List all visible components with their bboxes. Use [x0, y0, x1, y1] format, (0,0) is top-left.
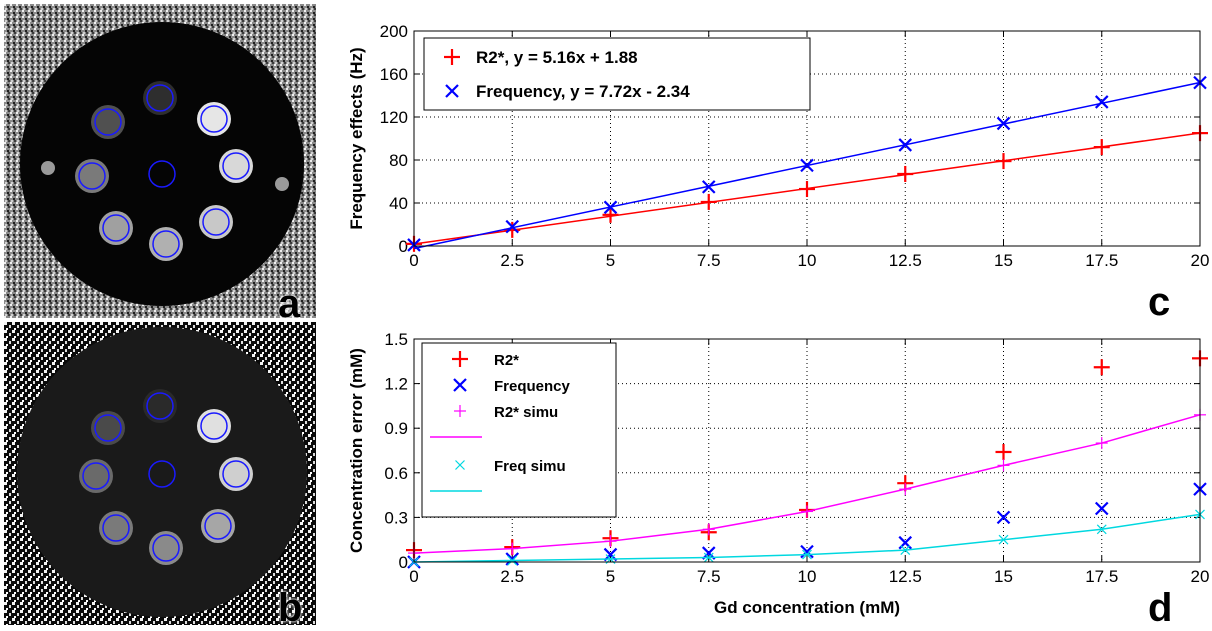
- phantom-b-graphic: [4, 322, 316, 625]
- data-point: [996, 116, 1011, 131]
- data-point: [800, 158, 814, 173]
- x-tick-label: 20: [1191, 251, 1210, 270]
- data-point: [1093, 139, 1110, 156]
- x-tick-label: 0: [409, 567, 418, 586]
- legend-marker: [452, 351, 468, 367]
- legend-label: Freq simu: [494, 458, 566, 475]
- data-point: [701, 180, 716, 194]
- x-tick-label: 0: [409, 251, 418, 270]
- data-point: [1094, 95, 1109, 109]
- legend-label: Frequency, y = 7.72x - 2.34: [476, 82, 690, 101]
- x-tick-label: 15: [994, 567, 1013, 586]
- data-point: [801, 505, 813, 518]
- data-point: [800, 544, 814, 559]
- data-point: [997, 459, 1010, 472]
- y-tick-label: 1.5: [384, 330, 408, 349]
- legend-marker: [454, 405, 466, 417]
- chart-c: 0 2.5 5 7.5 10 12.5 15 17.5 2004080120160200Freq…: [347, 22, 1209, 270]
- y-axis-label: Frequency effects (Hz): [347, 47, 366, 229]
- data-point: [504, 221, 521, 238]
- y-axis-label: Concentration error (mM): [347, 348, 366, 553]
- x-tick-label: 7.5: [697, 567, 721, 586]
- data-point: [602, 206, 619, 223]
- x-tick-label: 17.5: [1085, 567, 1118, 586]
- legend-marker: [444, 49, 460, 65]
- data-point: [897, 165, 914, 182]
- data-point: [998, 534, 1009, 545]
- data-point: [996, 510, 1011, 525]
- y-tick-label: 80: [389, 151, 408, 170]
- y-tick-label: 0: [399, 237, 408, 256]
- data-point: [700, 193, 717, 210]
- data-point: [995, 153, 1012, 170]
- legend-label: R2*: [494, 352, 519, 369]
- data-point: [995, 443, 1012, 460]
- legend-marker: [453, 378, 467, 392]
- x-tick-label: 7.5: [697, 251, 721, 270]
- x-tick-label: 2.5: [500, 251, 524, 270]
- data-point: [1093, 359, 1110, 376]
- data-point: [802, 549, 812, 560]
- data-point: [506, 542, 519, 555]
- phantom-image-a: [4, 4, 316, 318]
- y-tick-label: 0.3: [384, 508, 408, 527]
- x-tick-label: 17.5: [1085, 251, 1118, 270]
- data-point: [505, 219, 520, 234]
- x-tick-label: 12.5: [889, 567, 922, 586]
- x-tick-label: 12.5: [889, 251, 922, 270]
- y-tick-label: 0: [399, 553, 408, 572]
- data-point: [1095, 437, 1108, 450]
- axes-frame: [413, 30, 1201, 247]
- x-tick-label: 5: [606, 567, 615, 586]
- x-axis-label: Gd concentration (mM): [714, 598, 900, 617]
- series-freq-simu: [409, 509, 1205, 567]
- x-tick-label: 20: [1191, 567, 1210, 586]
- legend-box: [423, 37, 811, 111]
- data-point: [1094, 501, 1109, 516]
- x-tick-label: 5: [606, 251, 615, 270]
- legend-label: R2*, y = 5.16x + 1.88: [476, 48, 638, 67]
- data-point: [1096, 524, 1107, 535]
- chart-d: 0 2.5 5 7.5 10 12.5 15 17.5 20 0 0.3 0.6 0.9 1.2 1.5 Co…: [347, 330, 1209, 617]
- panel-letter-d: d: [1148, 586, 1173, 630]
- x-tick-label: 15: [994, 251, 1013, 270]
- data-point: [702, 523, 715, 536]
- data-point: [603, 200, 618, 215]
- panel-letter-a: a: [278, 282, 301, 326]
- legend-label: Frequency: [494, 378, 571, 395]
- panel-letter-b: b: [278, 586, 303, 630]
- data-point: [505, 552, 520, 566]
- y-tick-label: 40: [389, 194, 408, 213]
- legend-label: R2* simu: [494, 404, 558, 421]
- y-tick-label: 160: [380, 65, 408, 84]
- data-point: [703, 552, 714, 563]
- data-point: [900, 545, 911, 556]
- y-tick-label: 0.9: [384, 419, 408, 438]
- legend-marker: [455, 460, 465, 470]
- y-tick-label: 120: [380, 108, 408, 127]
- panel-letter-c: c: [1148, 280, 1171, 324]
- x-tick-label: 2.5: [500, 567, 524, 586]
- axes-frame: [413, 338, 1201, 563]
- phantom-image-b: [4, 322, 316, 625]
- legend-marker: [445, 84, 459, 98]
- data-point: [898, 138, 913, 152]
- legend-box: [421, 342, 617, 518]
- data-point: [604, 535, 617, 548]
- y-tick-label: 0.6: [384, 464, 408, 483]
- data-point: [899, 483, 912, 496]
- phantom-a-graphic: [4, 4, 316, 318]
- data-point: [799, 181, 815, 198]
- x-tick-label: 10: [798, 567, 817, 586]
- data-point: [507, 555, 518, 566]
- x-tick-label: 10: [798, 251, 817, 270]
- series-r2-: [406, 125, 1208, 252]
- y-tick-label: 200: [380, 22, 408, 41]
- y-tick-label: 1.2: [384, 375, 408, 394]
